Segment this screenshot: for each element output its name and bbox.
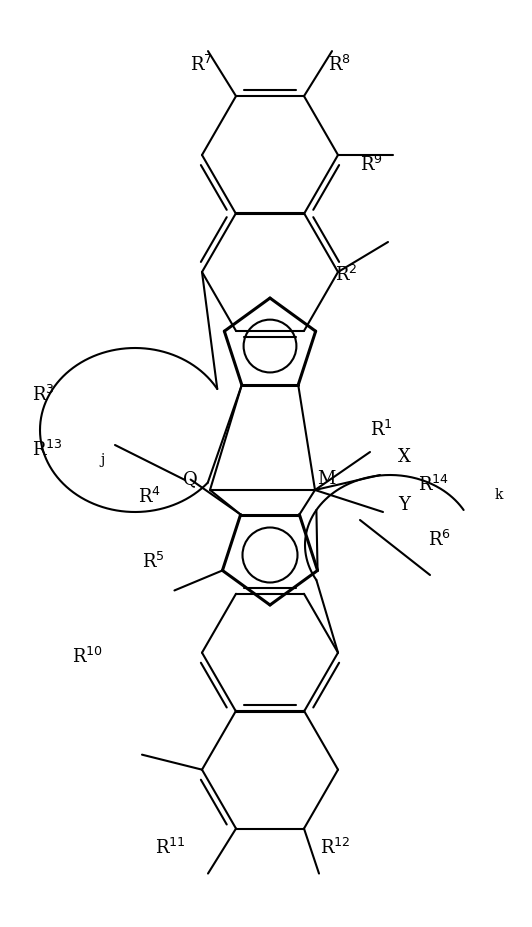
Text: M: M <box>317 470 335 488</box>
Text: R$^9$: R$^9$ <box>360 155 383 175</box>
Text: R$^{11}$: R$^{11}$ <box>155 838 186 858</box>
Text: R$^{12}$: R$^{12}$ <box>320 838 351 858</box>
Text: R$^{14}$: R$^{14}$ <box>418 475 449 495</box>
Text: R$^{10}$: R$^{10}$ <box>72 647 103 667</box>
Text: Q: Q <box>183 470 198 488</box>
Text: R$^{13}$: R$^{13}$ <box>32 440 63 460</box>
Text: R$^6$: R$^6$ <box>428 530 451 550</box>
Text: R$^3$: R$^3$ <box>32 385 55 405</box>
Text: X: X <box>398 448 411 466</box>
Text: R$^8$: R$^8$ <box>328 55 351 75</box>
Text: R$^5$: R$^5$ <box>142 552 165 572</box>
Text: R$^4$: R$^4$ <box>138 487 161 507</box>
Text: k: k <box>495 488 503 502</box>
Text: j: j <box>100 453 104 467</box>
Text: R$^1$: R$^1$ <box>370 420 393 440</box>
Text: R$^2$: R$^2$ <box>335 265 358 286</box>
Text: R$^7$: R$^7$ <box>190 55 213 75</box>
Text: Y: Y <box>398 496 410 514</box>
